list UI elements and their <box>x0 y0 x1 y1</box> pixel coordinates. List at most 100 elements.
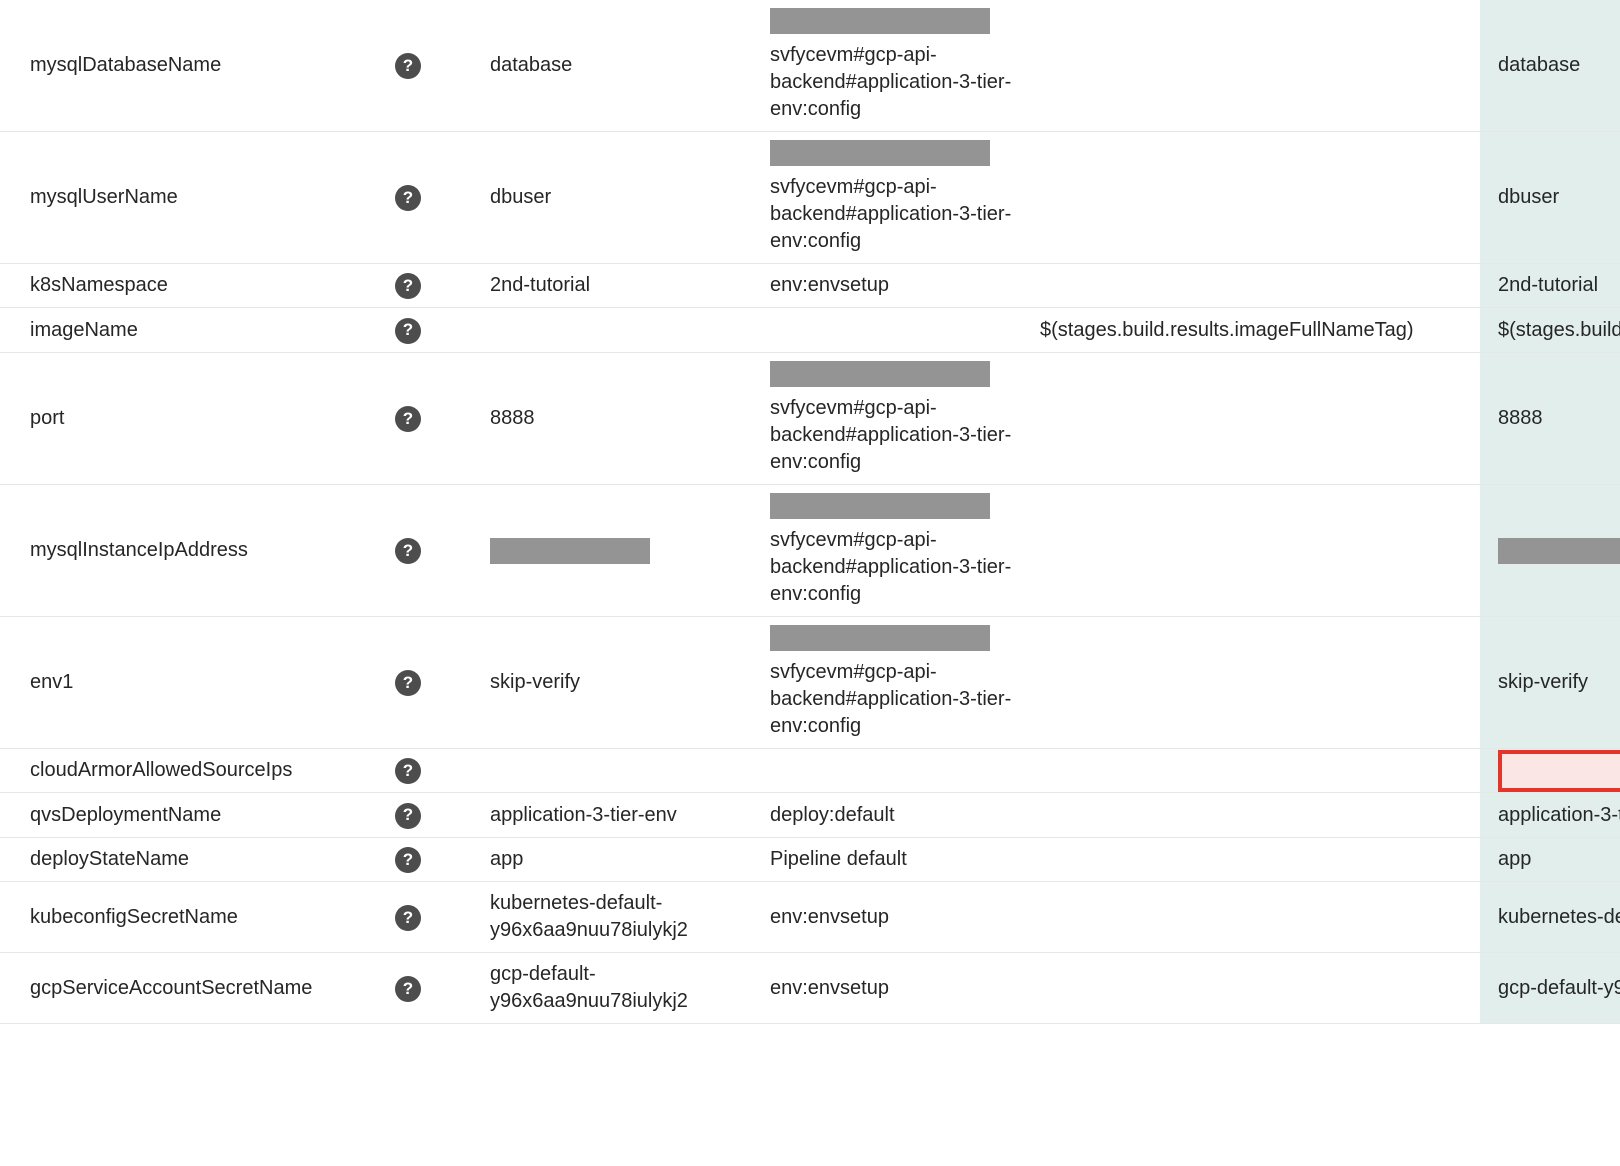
source-text: svfycevm#gcp-api-backend#application-3-t… <box>770 659 1020 740</box>
variable-value <box>490 484 770 616</box>
variable-source: svfycevm#gcp-api-backend#application-3-t… <box>770 352 1040 484</box>
help-icon[interactable]: ? <box>395 273 421 299</box>
variable-value: app <box>490 837 770 881</box>
variable-name: imageName <box>0 308 395 352</box>
variable-name: mysqlInstanceIpAddress <box>0 484 395 616</box>
source-text: svfycevm#gcp-api-backend#application-3-t… <box>770 395 1020 476</box>
variable-expression <box>1040 352 1480 484</box>
variable-value: dbuser <box>490 132 770 264</box>
source-text: svfycevm#gcp-api-backend#application-3-t… <box>770 527 1020 608</box>
variable-source: svfycevm#gcp-api-backend#application-3-t… <box>770 132 1040 264</box>
variable-final: $(stages.build.results.imageFullNameTag) <box>1480 308 1620 352</box>
variable-source: deploy:default <box>770 793 1040 837</box>
table-row: env1? skip-verifysvfycevm#gcp-api-backend… <box>0 616 1620 748</box>
help-cell: ? <box>395 352 490 484</box>
help-cell: ? <box>395 484 490 616</box>
error-indicator <box>1498 750 1620 792</box>
variable-value: application-3-tier-env <box>490 793 770 837</box>
variable-expression <box>1040 882 1480 953</box>
variable-final <box>1480 484 1620 616</box>
variable-expression <box>1040 616 1480 748</box>
table-row: deployStateName?appPipeline defaultapp <box>0 837 1620 881</box>
variable-source <box>770 748 1040 792</box>
variable-final: 8888 <box>1480 352 1620 484</box>
redacted-value <box>770 361 990 387</box>
table-row: qvsDeploymentName? application-3-tier-env… <box>0 793 1620 837</box>
table-row: imageName? $(stages.build.results.imageFu… <box>0 308 1620 352</box>
table-row: k8sNamespace?2nd-tutorialenv:envsetup2nd… <box>0 264 1620 308</box>
variable-source: svfycevm#gcp-api-backend#application-3-t… <box>770 484 1040 616</box>
variable-name: gcpServiceAccountSecretName <box>0 953 395 1024</box>
variable-final: 2nd-tutorial <box>1480 264 1620 308</box>
redacted-value <box>770 8 990 34</box>
help-cell: ? <box>395 882 490 953</box>
help-icon[interactable]: ? <box>395 185 421 211</box>
variable-expression <box>1040 837 1480 881</box>
help-cell: ? <box>395 953 490 1024</box>
table-row: gcpServiceAccountSecretName? gcp-default-… <box>0 953 1620 1024</box>
redacted-value <box>770 493 990 519</box>
redacted-value <box>770 140 990 166</box>
table-row: mysqlDatabaseName?databasesvfycevm#gcp-a… <box>0 0 1620 132</box>
variable-name: env1 <box>0 616 395 748</box>
redacted-value <box>1498 538 1620 564</box>
help-cell: ? <box>395 616 490 748</box>
variable-final: dbuser <box>1480 132 1620 264</box>
variable-name: deployStateName <box>0 837 395 881</box>
variable-source: env:envsetup <box>770 882 1040 953</box>
variable-name: qvsDeploymentName <box>0 793 395 837</box>
help-cell: ? <box>395 748 490 792</box>
help-cell: ? <box>395 264 490 308</box>
variable-source: svfycevm#gcp-api-backend#application-3-t… <box>770 0 1040 132</box>
help-icon[interactable]: ? <box>395 318 421 344</box>
variable-value: skip-verify <box>490 616 770 748</box>
variable-final: kubernetes-default-y96x6aa9nuu78iulykj2 <box>1480 882 1620 953</box>
variable-value: kubernetes-default-y96x6aa9nuu78iulykj2 <box>490 882 770 953</box>
help-icon[interactable]: ? <box>395 538 421 564</box>
help-icon[interactable]: ? <box>395 670 421 696</box>
variable-value <box>490 308 770 352</box>
variable-final <box>1480 748 1620 792</box>
help-icon[interactable]: ? <box>395 406 421 432</box>
help-cell: ? <box>395 132 490 264</box>
help-cell: ? <box>395 308 490 352</box>
redacted-value <box>490 538 650 564</box>
table-row: port?8888svfycevm#gcp-api-backend#applic… <box>0 352 1620 484</box>
table-row: mysqlUserName?dbusersvfycevm#gcp-api-bac… <box>0 132 1620 264</box>
variable-expression <box>1040 0 1480 132</box>
variable-final: gcp-default-y96x6aa9nuu78iulykj2 <box>1480 953 1620 1024</box>
variable-name: mysqlUserName <box>0 132 395 264</box>
variable-expression <box>1040 748 1480 792</box>
help-icon[interactable]: ? <box>395 758 421 784</box>
variable-source <box>770 308 1040 352</box>
source-text: svfycevm#gcp-api-backend#application-3-t… <box>770 174 1020 255</box>
variable-final: app <box>1480 837 1620 881</box>
variable-value: 8888 <box>490 352 770 484</box>
table-row: cloudArmorAllowedSourceIps? <box>0 748 1620 792</box>
variables-table: mysqlDatabaseName?databasesvfycevm#gcp-a… <box>0 0 1620 1024</box>
table-row: kubeconfigSecretName?kubernetes-default-… <box>0 882 1620 953</box>
variable-value: gcp-default-y96x6aa9nuu78iulykj2 <box>490 953 770 1024</box>
variable-expression <box>1040 264 1480 308</box>
variable-value <box>490 748 770 792</box>
variable-name: cloudArmorAllowedSourceIps <box>0 748 395 792</box>
help-icon[interactable]: ? <box>395 847 421 873</box>
variable-value: 2nd-tutorial <box>490 264 770 308</box>
help-cell: ? <box>395 793 490 837</box>
variable-expression <box>1040 484 1480 616</box>
variable-final: application-3-tier-env <box>1480 793 1620 837</box>
variable-name: k8sNamespace <box>0 264 395 308</box>
variable-name: port <box>0 352 395 484</box>
table-row: mysqlInstanceIpAddress? svfycevm#gcp-api-… <box>0 484 1620 616</box>
help-icon[interactable]: ? <box>395 905 421 931</box>
source-text: svfycevm#gcp-api-backend#application-3-t… <box>770 42 1020 123</box>
variable-value: database <box>490 0 770 132</box>
help-icon[interactable]: ? <box>395 53 421 79</box>
help-icon[interactable]: ? <box>395 803 421 829</box>
variable-final: database <box>1480 0 1620 132</box>
variable-source: Pipeline default <box>770 837 1040 881</box>
help-icon[interactable]: ? <box>395 976 421 1002</box>
variable-expression <box>1040 132 1480 264</box>
help-cell: ? <box>395 0 490 132</box>
help-cell: ? <box>395 837 490 881</box>
